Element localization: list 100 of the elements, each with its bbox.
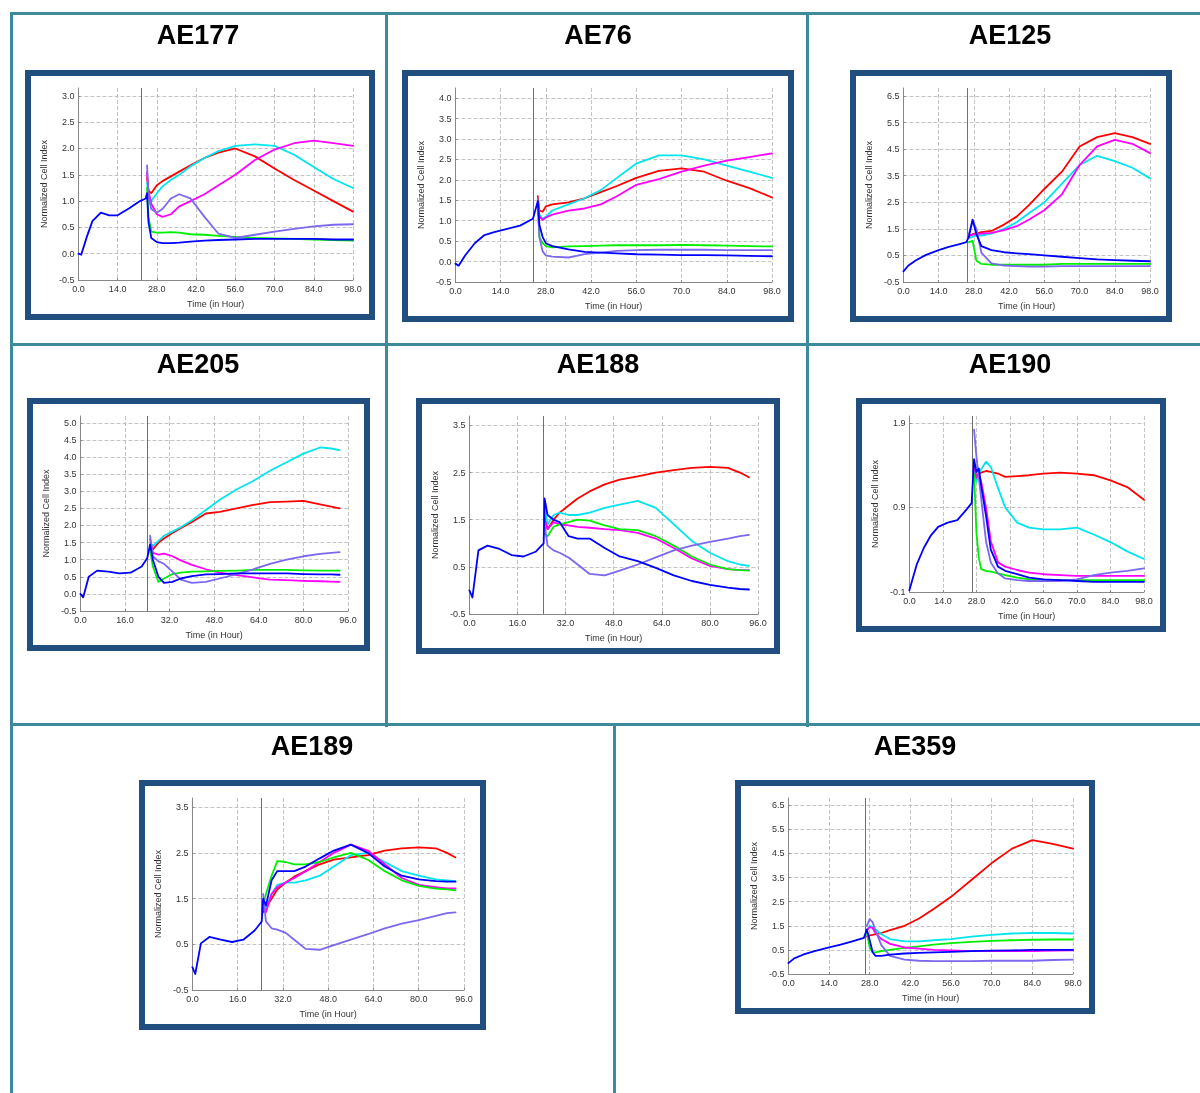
x-tick-label: 28.0 (860, 977, 879, 988)
y-tick-label: 0.5 (63, 571, 77, 582)
y-tick-label: 0.5 (452, 561, 466, 572)
y-tick-label: -0.5 (768, 969, 785, 979)
y-tick-label: 1.5 (438, 195, 452, 206)
x-tick-label: 80.0 (409, 993, 428, 1004)
y-tick-label: 3.0 (438, 134, 452, 145)
y-tick-label: 1.5 (63, 537, 77, 548)
y-tick-label: 5.5 (771, 824, 785, 835)
x-tick-label: 80.0 (294, 614, 313, 625)
x-tick-label: 14.0 (820, 977, 838, 988)
x-tick-label: 48.0 (205, 614, 223, 625)
chart-title: AE190 (968, 349, 1052, 379)
y-axis-title: Normalized Cell Index (869, 459, 880, 549)
y-tick-label: 3.0 (63, 486, 77, 497)
x-tick-label: 70.0 (1070, 285, 1089, 296)
chart-title: AE189 (270, 731, 354, 761)
y-tick-label: 1.5 (771, 920, 785, 931)
y-tick-label: -0.1 (889, 587, 906, 597)
x-tick-label: 0.0 (782, 977, 795, 988)
x-tick-label: 0.0 (74, 614, 87, 625)
y-tick-label: 2.5 (63, 503, 77, 514)
y-tick-label: -0.5 (58, 275, 75, 285)
chart-title: AE205 (156, 349, 240, 379)
y-tick-label: 6.5 (886, 90, 900, 101)
y-tick-label: 1.5 (452, 514, 466, 525)
x-tick-label: 84.0 (1106, 285, 1124, 296)
y-tick-label: 5.5 (886, 117, 900, 128)
y-tick-label: 1.0 (438, 215, 452, 226)
x-tick-label: 56.0 (942, 977, 960, 988)
x-tick-label: 48.0 (604, 617, 623, 628)
y-tick-label: 1.5 (175, 893, 189, 904)
y-tick-label: 0.5 (886, 250, 900, 261)
x-tick-label: 32.0 (556, 617, 575, 628)
chart-title: AE125 (968, 20, 1052, 50)
y-tick-label: 2.5 (771, 896, 785, 907)
x-tick-label: 16.0 (508, 617, 527, 628)
x-tick-label: 70.0 (672, 285, 691, 296)
x-axis-title: Time (in Hour) (998, 300, 1056, 311)
y-tick-label: 3.0 (61, 90, 75, 101)
x-tick-label: 42.0 (187, 283, 205, 294)
x-tick-label: 14.0 (491, 285, 510, 296)
y-tick-label: 1.5 (886, 223, 900, 234)
x-tick-label: 64.0 (250, 614, 268, 625)
x-axis-title: Time (in Hour) (585, 300, 643, 311)
y-tick-label: -0.5 (172, 985, 189, 995)
y-tick-label: 0.9 (892, 502, 906, 513)
x-tick-label: 84.0 (1023, 977, 1042, 988)
chart-title: AE177 (156, 20, 240, 50)
y-tick-label: 4.5 (63, 434, 77, 445)
y-tick-label: 6.5 (771, 800, 785, 811)
y-tick-label: 4.5 (886, 144, 900, 155)
x-tick-label: 0.0 (186, 993, 199, 1004)
y-tick-label: 0.5 (438, 236, 452, 247)
x-tick-label: 28.0 (965, 285, 983, 296)
x-tick-label: 14.0 (108, 283, 127, 294)
y-tick-label: 1.0 (63, 554, 77, 565)
x-axis-title: Time (in Hour) (185, 629, 243, 640)
x-tick-label: 84.0 (1101, 595, 1120, 606)
x-tick-label: 28.0 (148, 283, 166, 294)
x-tick-label: 28.0 (537, 285, 555, 296)
x-tick-label: 96.0 (339, 614, 357, 625)
x-tick-label: 0.0 (903, 595, 916, 606)
x-tick-label: 84.0 (718, 285, 736, 296)
x-tick-label: 0.0 (72, 283, 85, 294)
x-tick-label: 64.0 (653, 617, 671, 628)
chart-title: AE76 (564, 20, 632, 50)
y-tick-label: 5.0 (63, 417, 77, 428)
y-axis-title: Normalized Cell Index (429, 470, 440, 560)
x-tick-label: 64.0 (364, 993, 383, 1004)
y-tick-label: 0.5 (771, 944, 785, 955)
x-tick-label: 56.0 (627, 285, 646, 296)
y-tick-label: 1.9 (892, 417, 906, 428)
y-axis-title: Normalized Cell Index (38, 139, 49, 229)
y-tick-label: -0.5 (60, 606, 77, 616)
y-tick-label: 0.0 (63, 588, 77, 599)
x-tick-label: 42.0 (1000, 285, 1018, 296)
x-axis-title: Time (in Hour) (187, 298, 245, 309)
y-tick-label: 3.5 (771, 872, 785, 883)
x-tick-label: 80.0 (701, 617, 719, 628)
x-tick-label: 28.0 (967, 595, 986, 606)
x-tick-label: 16.0 (116, 614, 134, 625)
x-tick-label: 70.0 (982, 977, 1001, 988)
y-tick-label: -0.5 (449, 609, 466, 619)
chart-title: AE188 (556, 349, 640, 379)
y-tick-label: 4.0 (63, 452, 77, 463)
x-tick-label: 70.0 (265, 283, 284, 294)
x-axis-title: Time (in Hour) (585, 632, 643, 643)
y-tick-label: 3.5 (63, 469, 77, 480)
y-tick-label: 2.5 (175, 847, 189, 858)
y-tick-label: -0.5 (435, 277, 452, 287)
y-tick-label: 3.5 (175, 802, 189, 813)
x-tick-label: 70.0 (1068, 595, 1086, 606)
y-axis-title: Normalized Cell Index (152, 849, 163, 939)
y-axis-title: Normalized Cell Index (748, 841, 759, 931)
x-tick-label: 16.0 (228, 993, 247, 1004)
y-tick-label: 2.0 (438, 174, 452, 185)
y-axis-title: Normalized Cell Index (40, 468, 51, 558)
y-tick-label: 0.5 (61, 222, 75, 233)
y-tick-label: 0.5 (175, 939, 189, 950)
